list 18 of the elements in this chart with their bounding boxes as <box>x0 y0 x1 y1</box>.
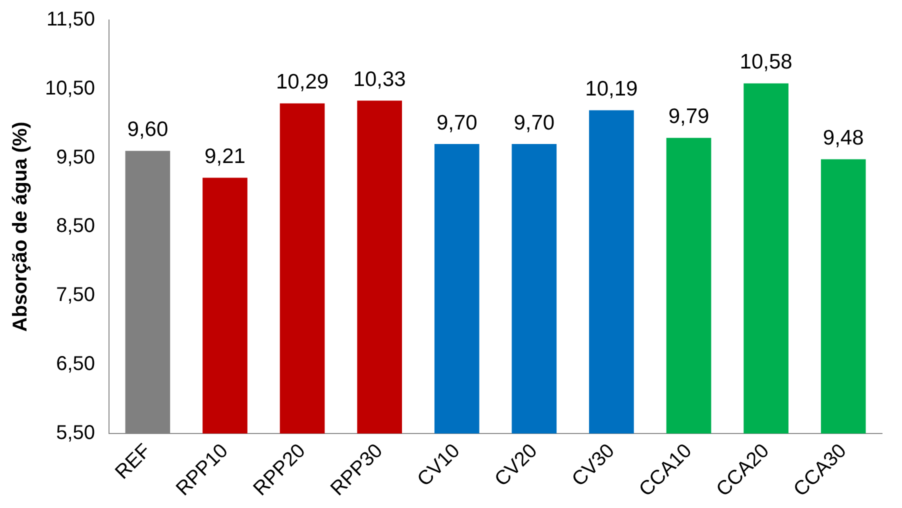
y-tick-label: 9,50 <box>56 146 96 168</box>
y-tick-label: 8,50 <box>56 215 96 238</box>
data-label: 10,58 <box>740 50 792 74</box>
y-tick-label: 10,50 <box>44 77 96 100</box>
y-axis-title: Absorção de água (%) <box>10 122 32 332</box>
data-label: 10,19 <box>585 78 638 101</box>
y-tick-label: 6,50 <box>56 353 96 376</box>
y-tick-label: 7,50 <box>56 284 96 306</box>
data-label: 9,70 <box>436 111 478 134</box>
data-label: 9,60 <box>127 118 168 142</box>
data-label: 9,79 <box>668 105 710 128</box>
data-label: 9,21 <box>204 145 246 168</box>
data-label: 10,29 <box>276 70 329 94</box>
data-label: 9,70 <box>514 111 555 134</box>
data-label: 10,33 <box>353 68 406 91</box>
data-label: 9,48 <box>822 126 864 150</box>
y-tick-label: 5,50 <box>56 422 96 444</box>
y-tick-label: 11,50 <box>46 8 96 31</box>
